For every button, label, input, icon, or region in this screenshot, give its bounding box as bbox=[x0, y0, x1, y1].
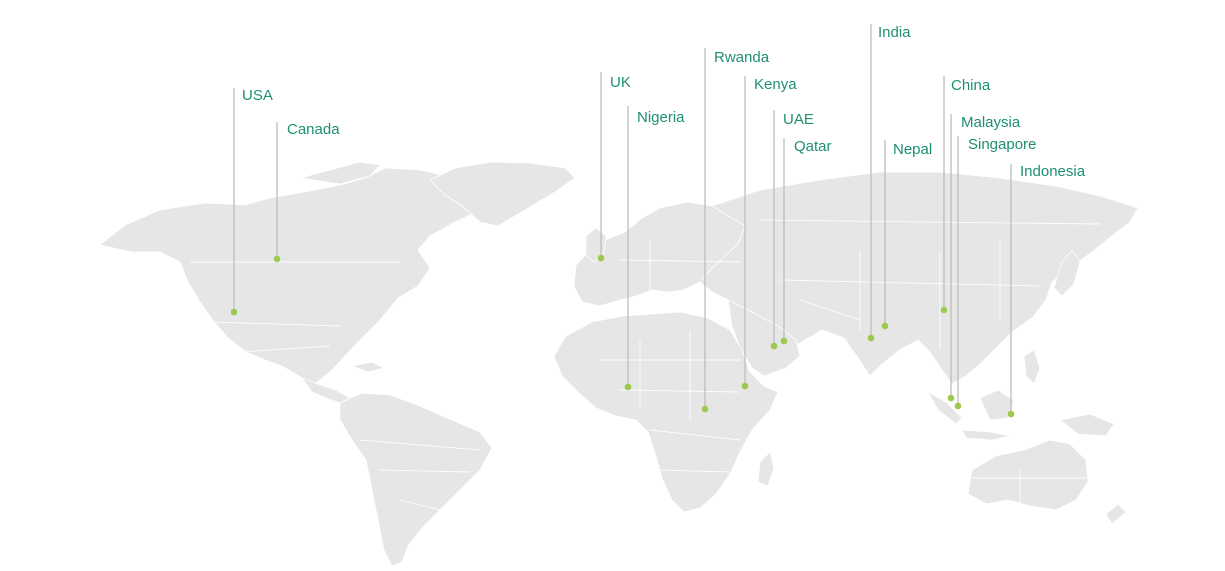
location-pin-uae[interactable]: UAE bbox=[770, 110, 814, 350]
pin-dot-indonesia[interactable] bbox=[1007, 410, 1015, 418]
pin-dot-nepal[interactable] bbox=[881, 322, 889, 330]
location-pin-canada[interactable]: Canada bbox=[273, 121, 341, 263]
landmass-madagascar bbox=[757, 451, 775, 487]
pin-dot-uae[interactable] bbox=[770, 342, 778, 350]
pin-dot-qatar[interactable] bbox=[780, 337, 788, 345]
landmass-arctic-islands bbox=[299, 161, 381, 185]
landmass-layer bbox=[99, 161, 1139, 567]
landmass-sumatra bbox=[926, 390, 963, 425]
landmass-south-america bbox=[339, 392, 493, 567]
location-pin-india[interactable]: India bbox=[867, 24, 911, 342]
pin-dot-malaysia[interactable] bbox=[947, 394, 955, 402]
pin-dot-usa[interactable] bbox=[230, 308, 238, 316]
landmass-africa bbox=[553, 311, 779, 513]
pin-dot-singapore[interactable] bbox=[954, 402, 962, 410]
pin-label-usa[interactable]: USA bbox=[242, 87, 273, 104]
landmass-central-america bbox=[300, 377, 351, 404]
pin-label-malaysia[interactable]: Malaysia bbox=[961, 114, 1021, 131]
location-pin-indonesia[interactable]: Indonesia bbox=[1007, 163, 1086, 418]
pin-dot-india[interactable] bbox=[867, 334, 875, 342]
pin-dot-nigeria[interactable] bbox=[624, 383, 632, 391]
landmass-japan bbox=[1053, 249, 1081, 297]
pin-label-canada[interactable]: Canada bbox=[287, 121, 340, 138]
landmass-new-guinea bbox=[1059, 413, 1115, 437]
landmass-philippines bbox=[1023, 349, 1041, 385]
landmass-greenland bbox=[429, 161, 576, 227]
landmass-java bbox=[961, 429, 1011, 441]
location-pin-qatar[interactable]: Qatar bbox=[780, 138, 832, 345]
country-borders-layer bbox=[190, 219, 1101, 511]
landmass-caribbean bbox=[350, 361, 386, 373]
pin-label-uk[interactable]: UK bbox=[610, 74, 631, 91]
location-pin-nigeria[interactable]: Nigeria bbox=[624, 106, 685, 391]
location-pins-layer: USA Canada UK Nigeria Rwanda Kenya UAE Qatar Ind… bbox=[230, 24, 1086, 418]
landmass-new-zealand bbox=[1105, 503, 1127, 525]
pin-label-rwanda[interactable]: Rwanda bbox=[714, 49, 770, 66]
location-pin-singapore[interactable]: Singapore bbox=[954, 136, 1037, 410]
pin-label-singapore[interactable]: Singapore bbox=[968, 136, 1036, 153]
location-pin-malaysia[interactable]: Malaysia bbox=[947, 114, 1021, 402]
location-pin-usa[interactable]: USA bbox=[230, 87, 273, 316]
landmass-north-america bbox=[99, 165, 571, 385]
pin-label-qatar[interactable]: Qatar bbox=[794, 138, 832, 155]
location-pin-china[interactable]: China bbox=[940, 76, 991, 314]
pin-label-china[interactable]: China bbox=[951, 77, 991, 94]
location-pin-kenya[interactable]: Kenya bbox=[741, 76, 797, 390]
pin-dot-uk[interactable] bbox=[597, 254, 605, 262]
location-pin-uk[interactable]: UK bbox=[597, 72, 631, 262]
landmass-arabia bbox=[727, 299, 801, 377]
pin-label-kenya[interactable]: Kenya bbox=[754, 76, 797, 93]
pin-label-nigeria[interactable]: Nigeria bbox=[637, 109, 685, 126]
location-pin-rwanda[interactable]: Rwanda bbox=[701, 48, 770, 413]
pin-dot-canada[interactable] bbox=[273, 255, 281, 263]
location-pin-nepal[interactable]: Nepal bbox=[881, 140, 933, 330]
pin-label-uae[interactable]: UAE bbox=[783, 111, 814, 128]
pin-label-nepal[interactable]: Nepal bbox=[893, 141, 932, 158]
pin-label-india[interactable]: India bbox=[878, 24, 911, 41]
pin-dot-rwanda[interactable] bbox=[701, 405, 709, 413]
pin-dot-kenya[interactable] bbox=[741, 382, 749, 390]
pin-label-indonesia[interactable]: Indonesia bbox=[1020, 163, 1086, 180]
landmass-australia bbox=[967, 439, 1089, 511]
pin-dot-china[interactable] bbox=[940, 306, 948, 314]
